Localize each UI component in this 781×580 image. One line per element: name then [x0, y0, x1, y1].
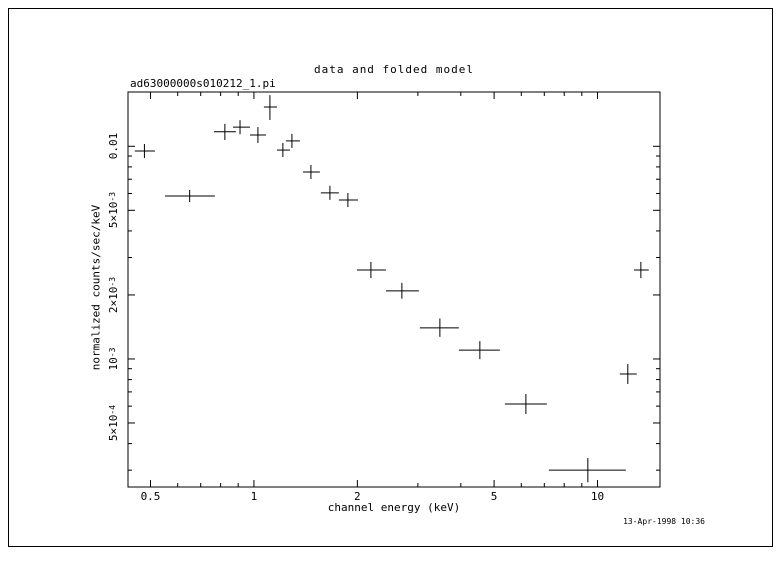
x-axis-label: channel energy (keV) — [327, 501, 461, 514]
y-axis-label: normalized counts/sec/keV — [89, 204, 103, 371]
dataset-label: ad63000000s010212_1.pi — [130, 77, 276, 90]
x-tick-label: 5 — [490, 490, 498, 503]
x-tick-label: 10 — [590, 490, 605, 503]
plot-frame — [127, 91, 661, 488]
timestamp: 13-Apr-1998 10:36 — [623, 517, 705, 526]
y-tick-label: 5×10 -4 — [106, 404, 120, 442]
chart-title: data and folded model — [313, 63, 475, 76]
y-tick-label: 5×10 -3 — [106, 192, 120, 229]
x-tick-label: 0.5 — [140, 490, 161, 503]
x-tick-label: 1 — [250, 490, 258, 503]
window-border — [8, 8, 773, 547]
x-tick-label: 2 — [354, 490, 361, 503]
